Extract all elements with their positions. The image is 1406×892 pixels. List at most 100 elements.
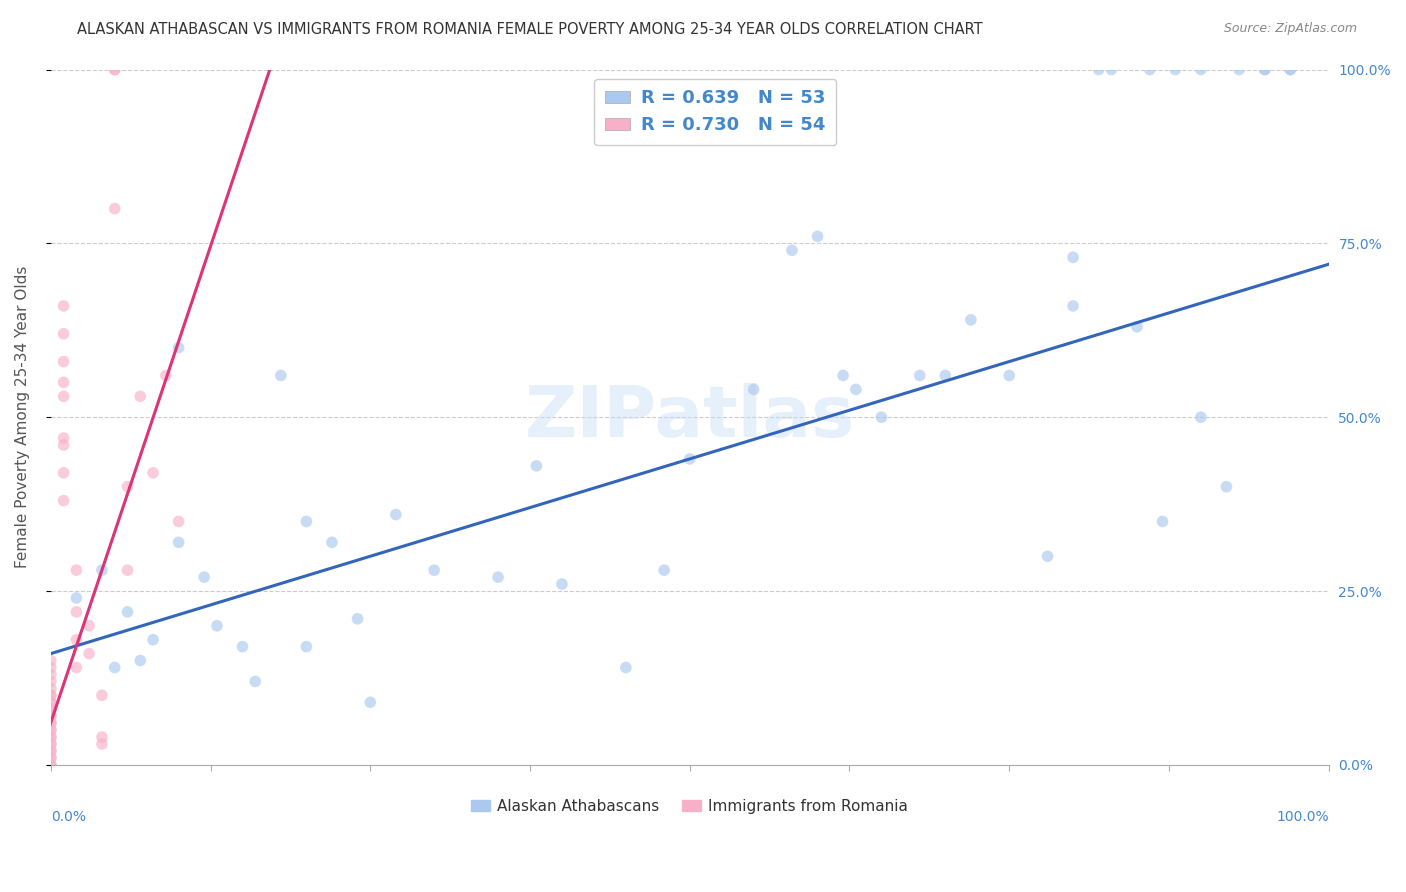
Point [91, 688, 114, 702]
Text: ALASKAN ATHABASCAN VS IMMIGRANTS FROM ROMANIA FEMALE POVERTY AMONG 25-34 YEAR OL: ALASKAN ATHABASCAN VS IMMIGRANTS FROM RO… [77, 22, 983, 37]
Point [321, 535, 343, 549]
Y-axis label: Female Poverty Among 25-34 Year Olds: Female Poverty Among 25-34 Year Olds [15, 266, 30, 568]
Point [934, 368, 956, 383]
Point [52, 493, 75, 508]
Point [39, 667, 62, 681]
Point [104, 202, 127, 216]
Point [1189, 62, 1212, 77]
Point [39, 709, 62, 723]
Point [1279, 62, 1302, 77]
Point [52, 326, 75, 341]
Point [205, 619, 228, 633]
Point [679, 451, 702, 466]
Point [295, 640, 318, 654]
Point [39, 674, 62, 689]
Point [77, 619, 100, 633]
Point [998, 368, 1021, 383]
Point [155, 368, 177, 383]
Point [39, 723, 62, 737]
Point [806, 229, 828, 244]
Point [65, 632, 87, 647]
Point [65, 563, 87, 577]
Point [652, 563, 675, 577]
Point [551, 577, 574, 591]
Point [39, 702, 62, 716]
Point [91, 737, 114, 751]
Point [193, 570, 215, 584]
Point [52, 354, 75, 368]
Point [1164, 62, 1187, 77]
Point [142, 632, 165, 647]
Point [39, 716, 62, 731]
Legend: Alaskan Athabascans, Immigrants from Romania: Alaskan Athabascans, Immigrants from Rom… [465, 793, 914, 820]
Point [231, 640, 253, 654]
Point [39, 695, 62, 709]
Point [1036, 549, 1059, 564]
Point [1227, 62, 1250, 77]
Point [295, 515, 318, 529]
Point [39, 737, 62, 751]
Point [39, 751, 62, 765]
Point [39, 688, 62, 702]
Point [129, 654, 152, 668]
Point [1139, 62, 1161, 77]
Text: 0.0%: 0.0% [51, 810, 86, 824]
Point [1189, 410, 1212, 425]
Point [104, 660, 127, 674]
Point [39, 757, 62, 772]
Point [104, 62, 127, 77]
Point [39, 744, 62, 758]
Point [39, 723, 62, 737]
Point [1062, 299, 1084, 313]
Point [167, 341, 190, 355]
Point [91, 730, 114, 744]
Point [614, 660, 637, 674]
Point [39, 695, 62, 709]
Point [65, 660, 87, 674]
Point [1087, 62, 1109, 77]
Point [780, 244, 803, 258]
Point [1279, 62, 1302, 77]
Point [65, 591, 87, 605]
Point [385, 508, 408, 522]
Point [52, 431, 75, 445]
Point [167, 535, 190, 549]
Point [39, 660, 62, 674]
Point [39, 716, 62, 731]
Point [104, 62, 127, 77]
Point [742, 383, 765, 397]
Point [39, 702, 62, 716]
Point [91, 563, 114, 577]
Point [52, 389, 75, 403]
Point [117, 563, 139, 577]
Point [39, 730, 62, 744]
Point [52, 466, 75, 480]
Point [270, 368, 292, 383]
Point [423, 563, 446, 577]
Point [39, 709, 62, 723]
Point [117, 605, 139, 619]
Text: ZIPatlas: ZIPatlas [524, 383, 855, 451]
Point [1215, 480, 1237, 494]
Point [245, 674, 267, 689]
Point [845, 383, 868, 397]
Point [39, 744, 62, 758]
Point [117, 480, 139, 494]
Point [39, 730, 62, 744]
Point [1099, 62, 1122, 77]
Point [77, 647, 100, 661]
Point [142, 466, 165, 480]
Point [52, 299, 75, 313]
Point [1254, 62, 1277, 77]
Point [39, 681, 62, 696]
Text: Source: ZipAtlas.com: Source: ZipAtlas.com [1223, 22, 1357, 36]
Point [39, 757, 62, 772]
Point [39, 654, 62, 668]
Point [526, 458, 548, 473]
Point [908, 368, 931, 383]
Point [1254, 62, 1277, 77]
Point [65, 605, 87, 619]
Point [129, 389, 152, 403]
Point [1126, 319, 1149, 334]
Point [39, 737, 62, 751]
